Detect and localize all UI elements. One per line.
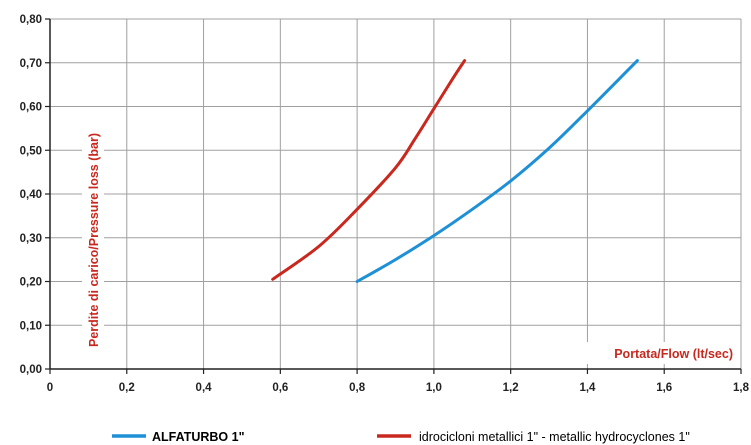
- alfaturbo-line: [355, 59, 639, 283]
- y-axis-title: Perdite di carico/Pressure loss (bar): [87, 133, 101, 347]
- y-tick-label: 0,40: [20, 189, 42, 201]
- x-tick-label: 1,8: [733, 382, 750, 394]
- x-tick-label: 0,4: [196, 382, 213, 394]
- legend: ALFATURBO 1" idrocicloni metallici 1" - …: [112, 430, 690, 444]
- x-tick-label: 1,0: [426, 382, 442, 394]
- y-tick-label: 0,30: [20, 233, 42, 245]
- x-tick-label: 1,2: [503, 382, 519, 394]
- y-tick-labels: 0,00 0,10 0,20 0,30 0,40 0,50 0,60 0,70 0,80: [20, 14, 42, 376]
- legend-label-metallic-hydrocyclones: idrocicloni metallici 1" - metallic hydr…: [419, 430, 690, 444]
- y-tick-label: 0,60: [20, 102, 42, 114]
- x-axis-title-background: [584, 342, 736, 364]
- x-tick-label: 0: [47, 382, 53, 394]
- metallic-hydrocyclones-line: [271, 59, 467, 281]
- x-tick-labels: 0 0,2 0,4 0,6 0,8 1,0 1,2 1,4 1,6 1,8: [47, 382, 750, 394]
- y-tick-label: 0,50: [20, 145, 42, 157]
- y-axis-title-background: [82, 110, 104, 368]
- y-tick-label: 0,70: [20, 58, 42, 70]
- x-tick-label: 1,6: [656, 382, 672, 394]
- x-axis-title: Portata/Flow (lt/sec): [614, 347, 733, 361]
- x-tick-label: 0,8: [349, 382, 366, 394]
- x-tick-label: 0,6: [272, 382, 288, 394]
- y-tick-label: 0,80: [20, 14, 42, 26]
- y-tick-label: 0,10: [20, 320, 42, 332]
- x-tick-label: 0,2: [119, 382, 135, 394]
- axes: [45, 18, 742, 374]
- legend-label-alfaturbo: ALFATURBO 1": [152, 430, 245, 444]
- x-tick-label: 1,4: [579, 382, 596, 394]
- y-tick-label: 0,20: [20, 277, 42, 289]
- series-lines: [271, 59, 639, 283]
- grid: [50, 18, 742, 369]
- y-tick-label: 0,00: [20, 364, 42, 376]
